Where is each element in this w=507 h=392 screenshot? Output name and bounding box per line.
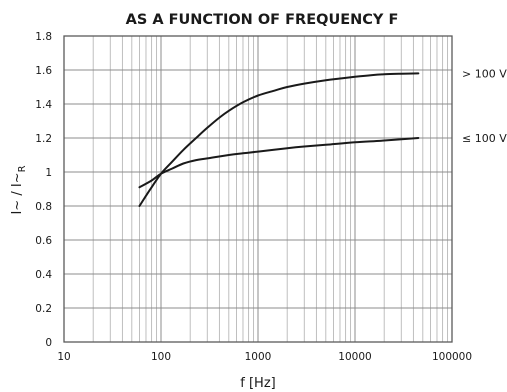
y-tick-label: 1 [45,167,52,179]
y-tick-labels: 0 0.2 0.4 0.6 0.8 1 1.2 1.4 1.6 1.8 [35,31,52,349]
x-tick-label: 10000 [338,351,371,363]
x-tick-label: 10 [57,351,70,363]
x-tick-label: 100 [151,351,171,363]
chart-title: AS A FUNCTION OF FREQUENCY F [126,12,399,28]
series-label-2: ≤ 100 V [462,132,507,145]
y-tick-label: 0.6 [35,235,52,247]
x-tick-label: 100000 [432,351,472,363]
x-axis-label: f [Hz] [240,376,275,391]
plot-frame [63,35,453,343]
series-labels: > 100 V ≤ 100 V [462,67,507,145]
y-axis-label: I~ / I~R [10,165,28,214]
y-axis-label-main: I~ / I~ [10,172,25,214]
series-line-1 [138,72,420,207]
y-tick-label: 1.4 [35,99,52,111]
series-layer [138,72,420,207]
y-tick-label: 1.2 [35,133,52,145]
y-tick-label: 0 [45,337,52,349]
y-tick-label: 1.8 [35,31,52,43]
y-tick-label: 0.2 [35,303,52,315]
y-tick-label: 0.4 [35,269,52,281]
series-label-1: > 100 V [462,67,507,80]
series-line-2 [138,137,420,189]
grid [63,35,453,343]
x-tick-label: 1000 [245,351,272,363]
y-tick-label: 1.6 [35,65,52,77]
y-tick-label: 0.8 [35,201,52,213]
y-axis-label-subscript: R [17,165,28,172]
x-tick-labels: 10 100 1000 10000 100000 [57,351,472,363]
